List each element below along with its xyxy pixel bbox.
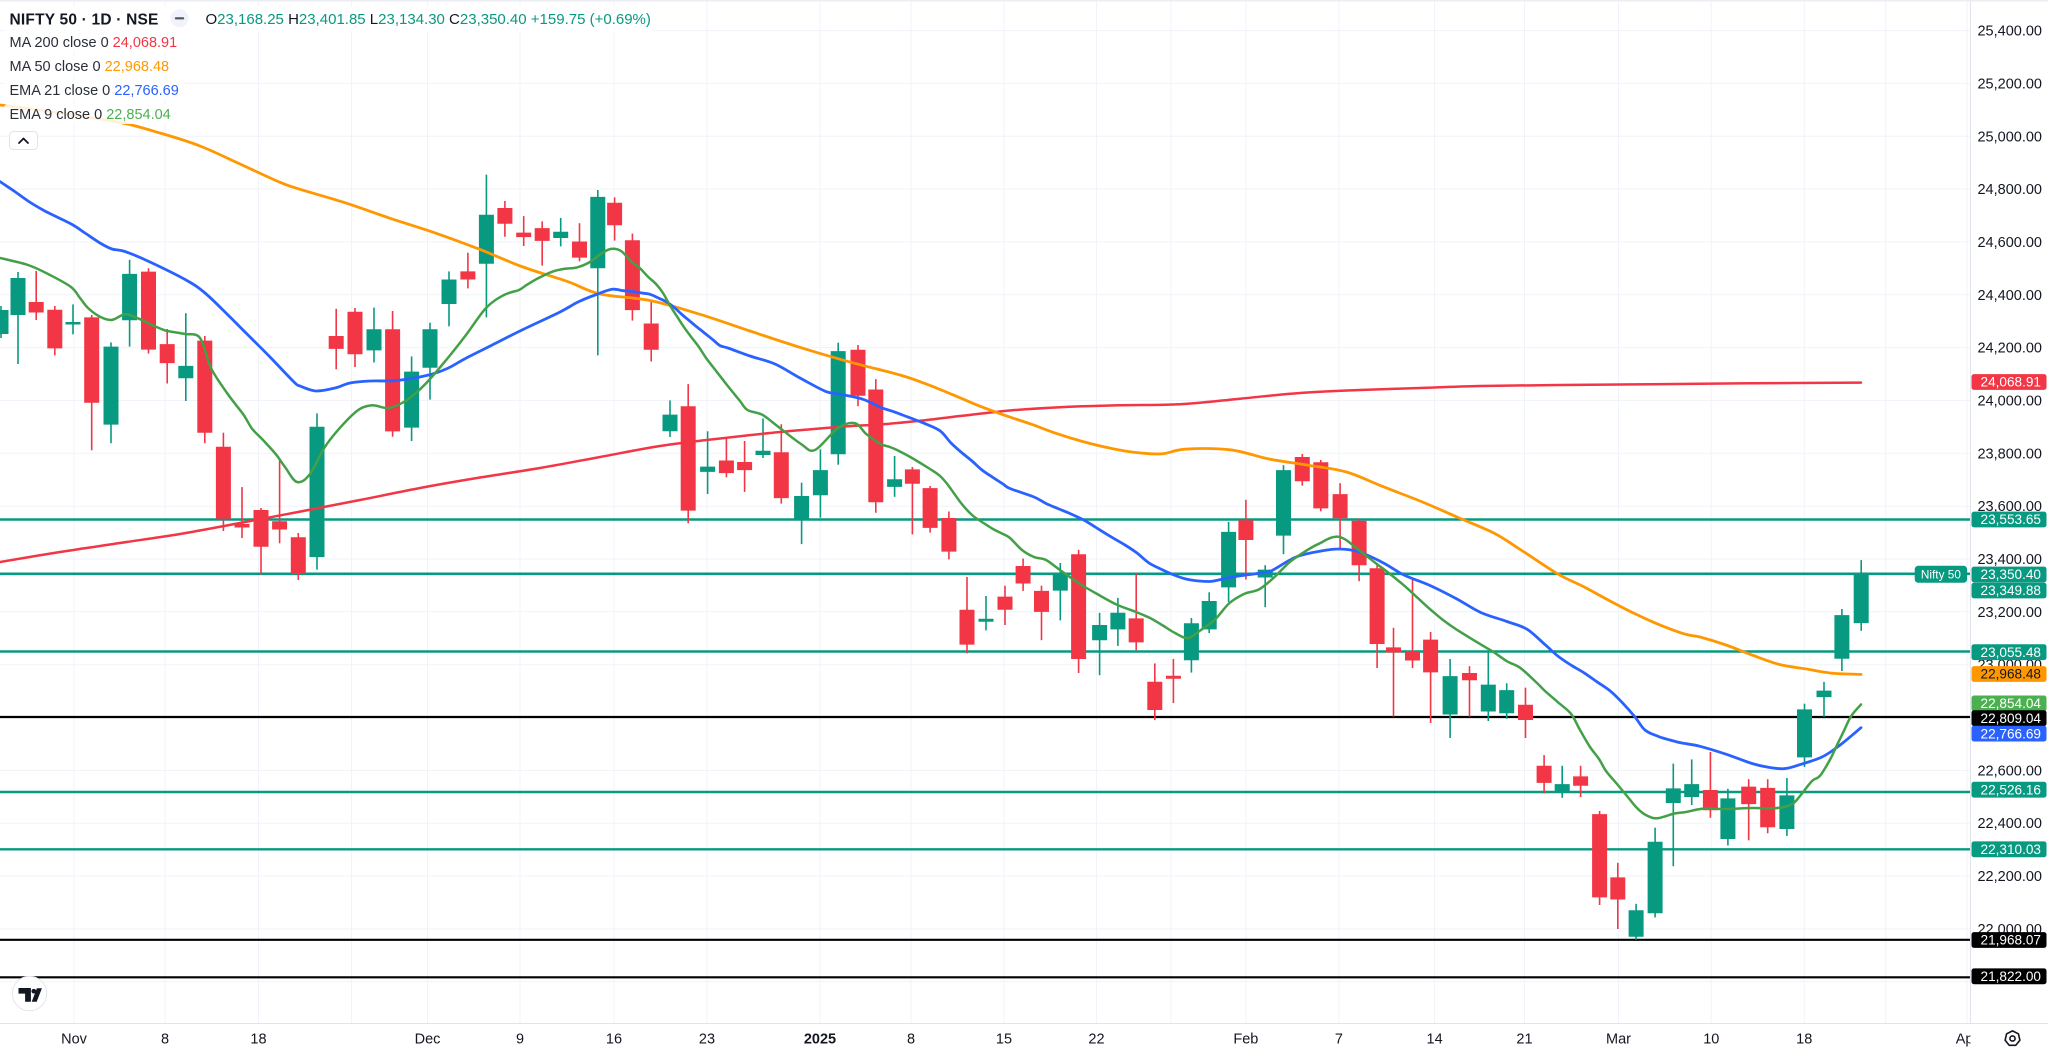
svg-text:8: 8 bbox=[161, 1032, 169, 1048]
svg-text:NIFTY 50 · 1D · NSE: NIFTY 50 · 1D · NSE bbox=[10, 12, 159, 29]
svg-text:24,000.00: 24,000.00 bbox=[1977, 394, 2042, 410]
svg-text:22,766.69: 22,766.69 bbox=[1981, 726, 2041, 741]
svg-text:22,400.00: 22,400.00 bbox=[1977, 816, 2042, 832]
svg-text:24,068.91: 24,068.91 bbox=[1981, 375, 2041, 390]
svg-text:23,350.40: 23,350.40 bbox=[1981, 567, 2042, 582]
svg-text:25,000.00: 25,000.00 bbox=[1977, 129, 2042, 145]
svg-text:16: 16 bbox=[606, 1032, 622, 1048]
svg-text:21,968.07: 21,968.07 bbox=[1981, 933, 2041, 948]
svg-text:22,526.16: 22,526.16 bbox=[1981, 782, 2041, 797]
svg-text:Dec: Dec bbox=[415, 1032, 441, 1048]
svg-text:2025: 2025 bbox=[804, 1032, 836, 1048]
svg-text:22,809.04: 22,809.04 bbox=[1981, 711, 2042, 726]
svg-text:23,553.65: 23,553.65 bbox=[1981, 512, 2041, 527]
svg-text:24,400.00: 24,400.00 bbox=[1977, 288, 2042, 304]
svg-text:EMA 9 close 0 22,854.04: EMA 9 close 0 22,854.04 bbox=[10, 107, 171, 123]
svg-text:Apr: Apr bbox=[1956, 1032, 1979, 1048]
svg-text:14: 14 bbox=[1427, 1032, 1443, 1048]
svg-text:23,200.00: 23,200.00 bbox=[1977, 605, 2042, 621]
svg-text:Mar: Mar bbox=[1606, 1032, 1631, 1048]
svg-text:23: 23 bbox=[699, 1032, 715, 1048]
svg-text:22,200.00: 22,200.00 bbox=[1977, 869, 2042, 885]
svg-text:Nifty 50: Nifty 50 bbox=[1921, 568, 1961, 582]
svg-text:25,400.00: 25,400.00 bbox=[1977, 24, 2042, 40]
svg-text:21: 21 bbox=[1516, 1032, 1532, 1048]
svg-text:24,800.00: 24,800.00 bbox=[1977, 182, 2042, 198]
svg-text:23,800.00: 23,800.00 bbox=[1977, 446, 2042, 462]
svg-text:22,310.03: 22,310.03 bbox=[1981, 842, 2041, 857]
svg-text:O23,168.25 H23,401.85 L23,134.: O23,168.25 H23,401.85 L23,134.30 C23,350… bbox=[206, 11, 651, 28]
svg-text:18: 18 bbox=[1796, 1032, 1812, 1048]
svg-text:15: 15 bbox=[996, 1032, 1012, 1048]
svg-text:22,968.48: 22,968.48 bbox=[1981, 667, 2041, 682]
svg-text:Nov: Nov bbox=[61, 1032, 88, 1048]
svg-text:22: 22 bbox=[1088, 1032, 1104, 1048]
svg-text:9: 9 bbox=[516, 1032, 524, 1048]
svg-text:8: 8 bbox=[907, 1032, 915, 1048]
svg-text:7: 7 bbox=[1335, 1032, 1343, 1048]
svg-text:Feb: Feb bbox=[1233, 1032, 1258, 1048]
svg-text:MA 50 close 0 22,968.48: MA 50 close 0 22,968.48 bbox=[10, 59, 170, 75]
svg-text:MA 200 close 0 24,068.91: MA 200 close 0 24,068.91 bbox=[10, 35, 178, 51]
svg-text:24,600.00: 24,600.00 bbox=[1977, 235, 2042, 251]
svg-text:23,600.00: 23,600.00 bbox=[1977, 499, 2042, 515]
svg-text:23,349.88: 23,349.88 bbox=[1981, 583, 2041, 598]
svg-text:10: 10 bbox=[1703, 1032, 1719, 1048]
svg-text:23,055.48: 23,055.48 bbox=[1981, 645, 2041, 660]
svg-text:22,854.04: 22,854.04 bbox=[1981, 696, 2042, 711]
svg-text:23,400.00: 23,400.00 bbox=[1977, 552, 2042, 568]
svg-text:18: 18 bbox=[250, 1032, 266, 1048]
svg-text:24,200.00: 24,200.00 bbox=[1977, 341, 2042, 357]
svg-text:EMA 21 close 0 22,766.69: EMA 21 close 0 22,766.69 bbox=[10, 83, 179, 99]
svg-text:22,600.00: 22,600.00 bbox=[1977, 763, 2042, 779]
svg-text:21,822.00: 21,822.00 bbox=[1981, 969, 2042, 984]
svg-text:25,200.00: 25,200.00 bbox=[1977, 76, 2042, 92]
